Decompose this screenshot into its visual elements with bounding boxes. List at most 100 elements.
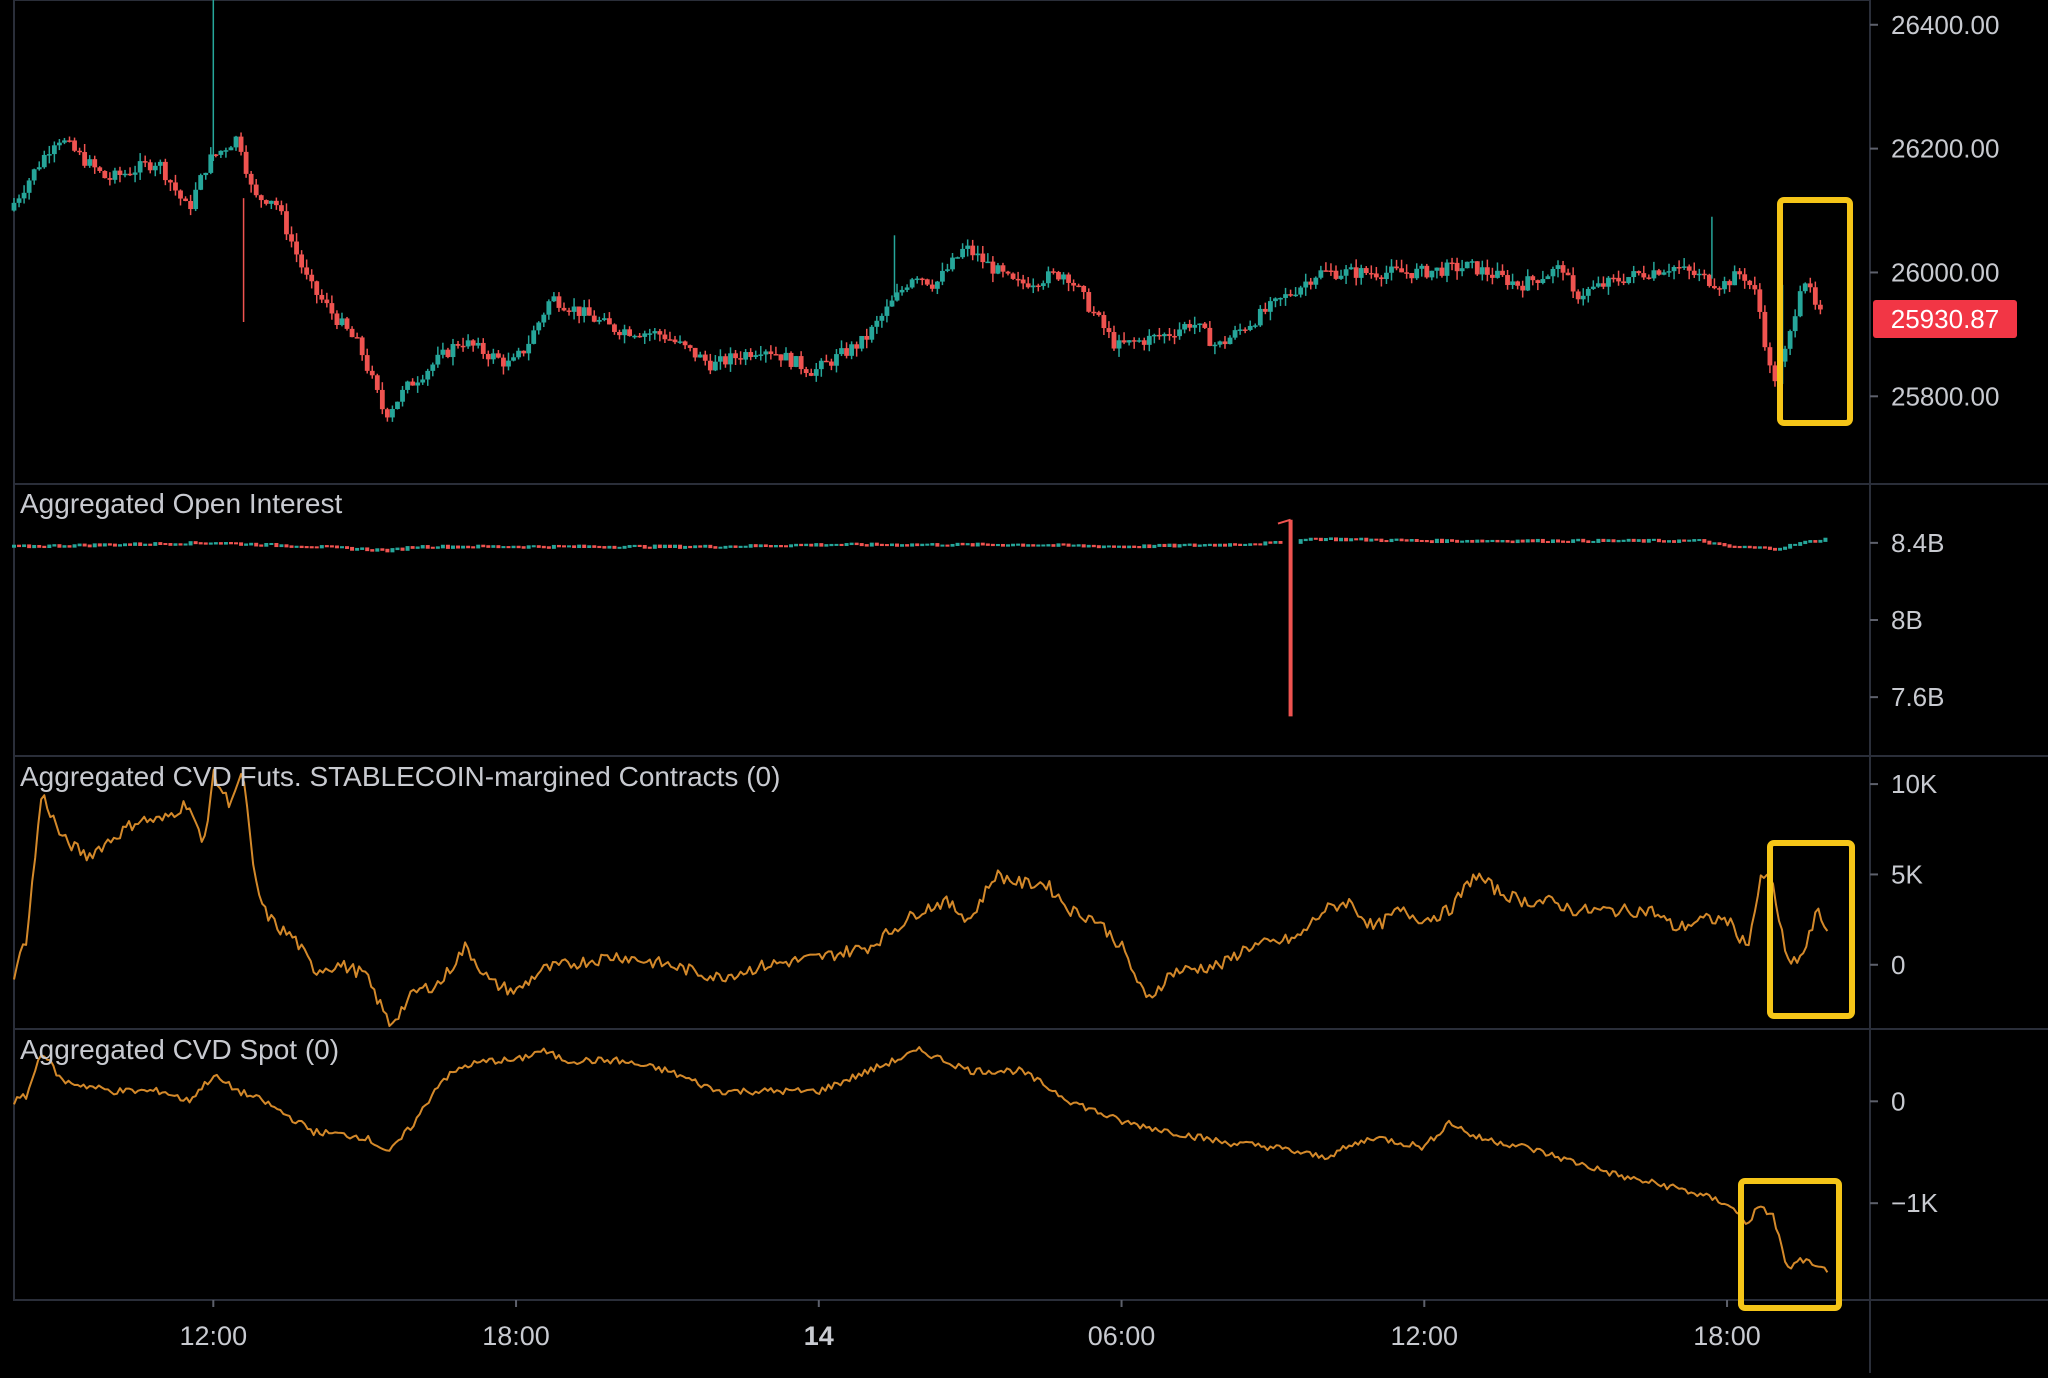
price-candle (233, 135, 239, 151)
candle-body (707, 360, 713, 371)
candle-body (1555, 265, 1561, 269)
price-candle (279, 200, 284, 215)
oi-candle (385, 548, 390, 553)
price-candle (960, 243, 966, 259)
price-candle (1333, 265, 1339, 281)
oi-candle (889, 543, 894, 547)
candle-body (1212, 344, 1218, 347)
candle-body (82, 152, 88, 166)
candle-body (934, 281, 940, 289)
candle-body (1353, 267, 1359, 278)
candle-body (1121, 340, 1127, 343)
oi-candle (1641, 539, 1646, 543)
price-candle (829, 358, 834, 371)
oi-candle (1667, 540, 1672, 543)
oi-candle (203, 542, 208, 545)
cvd-spot-pane[interactable] (13, 1046, 1829, 1273)
oi-candle (602, 546, 607, 549)
candle-body (1318, 270, 1324, 278)
oi-candle (1056, 543, 1061, 547)
oi-candle (511, 545, 516, 549)
price-candle (425, 368, 431, 386)
oi-candle (708, 544, 713, 549)
oi-candle (163, 543, 168, 546)
oi-candle (239, 542, 244, 546)
oi-candle (355, 547, 360, 551)
y-tick-label: 0 (1891, 950, 1905, 980)
price-pane[interactable] (11, 0, 1823, 422)
candle-body (127, 173, 133, 176)
candle-body (798, 356, 804, 370)
oi-candle (1712, 542, 1717, 545)
price-candle (1025, 277, 1031, 289)
candle-body (152, 165, 158, 171)
price-candle (1373, 266, 1379, 281)
oi-candle (652, 544, 657, 549)
price-candle (1303, 273, 1309, 296)
price-candle (1474, 261, 1480, 276)
oi-candle (334, 545, 339, 549)
candle-body (1515, 281, 1521, 286)
price-candle (284, 203, 289, 241)
oi-candle (496, 545, 501, 549)
oi-candle (824, 544, 829, 547)
price-candle (1308, 277, 1314, 290)
price-candle (1616, 270, 1621, 286)
candle-body (299, 254, 305, 268)
price-candle (1595, 276, 1601, 288)
price-candle (1384, 265, 1389, 284)
oi-candle (1818, 539, 1823, 543)
price-candle (1061, 272, 1066, 285)
oi-candle (1384, 540, 1389, 543)
y-axis[interactable]: 26400.00 26200.00 26000.00 25800.00 8.4B 8B 7.… (1870, 10, 1999, 1218)
candle-body (309, 274, 315, 282)
price-candle (622, 324, 627, 344)
oi-candle (1096, 545, 1101, 549)
oi-candle (1132, 545, 1137, 548)
open-interest-pane[interactable] (12, 518, 1828, 717)
oi-candle (324, 545, 329, 548)
price-candle (1676, 260, 1682, 274)
price-candle (198, 173, 204, 191)
candle-body (1666, 271, 1672, 273)
candle-body (894, 292, 900, 301)
oi-candle (622, 545, 627, 549)
candle-body (723, 356, 728, 365)
candle-body (268, 200, 274, 204)
candle-body (173, 182, 178, 191)
cvd-futs-pane[interactable] (13, 768, 1829, 1027)
candle-body (490, 353, 496, 360)
candle-body (914, 278, 920, 281)
candle-body (990, 261, 996, 274)
price-candle (228, 145, 234, 151)
oi-candle (546, 546, 551, 549)
oi-candle (930, 543, 935, 546)
price-candle (581, 299, 587, 323)
oi-candle (1616, 539, 1621, 543)
oi-candle (339, 546, 344, 549)
candle-body (405, 381, 410, 390)
price-candle (854, 341, 860, 357)
oi-candle (82, 543, 87, 547)
candle-body (849, 344, 854, 356)
price-candle (1086, 288, 1092, 313)
candle-body (864, 335, 870, 340)
candle-body (334, 313, 340, 326)
price-candle (1358, 264, 1364, 285)
candle-body (1373, 273, 1379, 278)
oi-candle (1702, 539, 1707, 543)
price-candle (1197, 323, 1203, 333)
oi-candle (1369, 538, 1374, 542)
oi-candle (1374, 538, 1379, 541)
price-candle (395, 401, 400, 410)
price-candle (516, 347, 521, 360)
x-axis[interactable]: 12:00 18:00 14 06:00 12:00 18:00 (180, 1300, 1761, 1351)
price-candle (1631, 265, 1637, 284)
candle-body (687, 345, 693, 348)
oi-candle (72, 544, 77, 548)
price-candle (1353, 259, 1359, 286)
price-candle (929, 279, 935, 292)
oi-candle (138, 542, 143, 546)
